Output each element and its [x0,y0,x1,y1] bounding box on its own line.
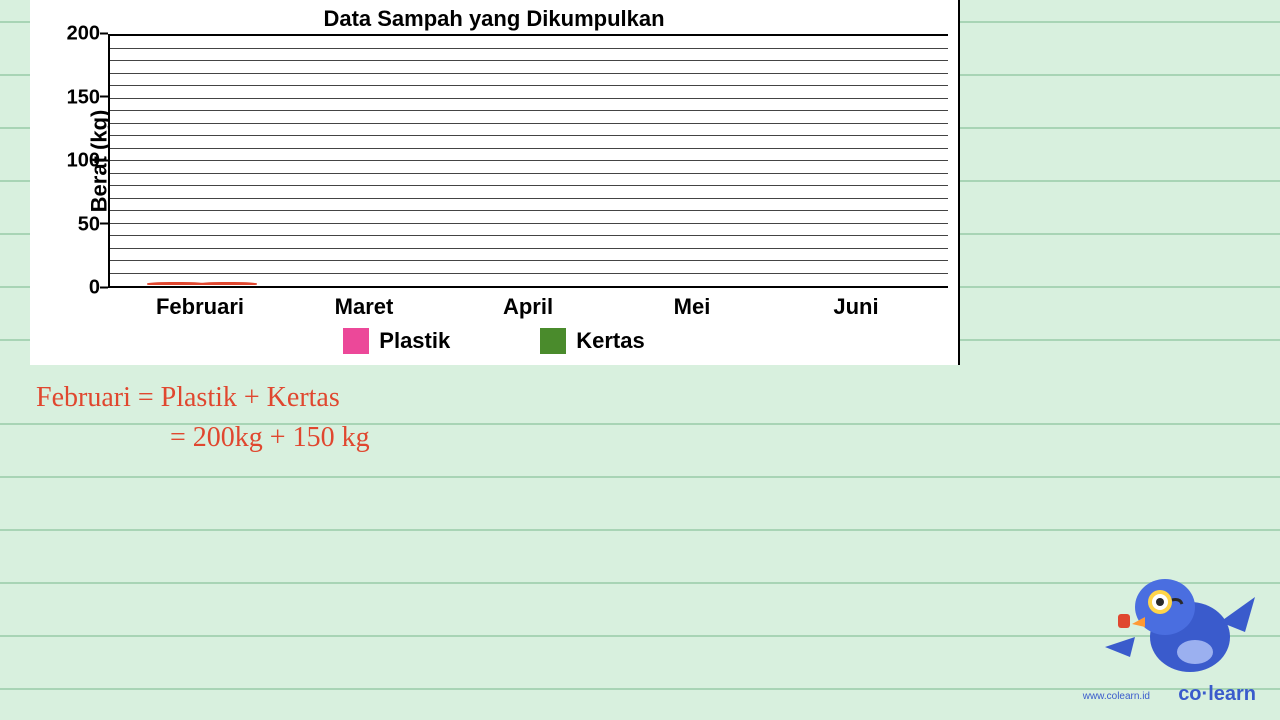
legend-item: Plastik [343,328,450,354]
legend-label: Kertas [576,328,644,354]
x-axis-labels: FebruariMaretAprilMeiJuni [108,288,948,320]
brand-url: www.colearn.id [1083,691,1150,702]
bars-container [110,36,948,286]
legend-swatch [540,328,566,354]
x-axis-label: Februari [118,294,282,320]
x-axis-label: Mei [610,294,774,320]
x-axis-label: Juni [774,294,938,320]
chart-title: Data Sampah yang Dikumpulkan [30,0,958,34]
mascot-bird-icon [1090,552,1260,692]
annotation-underline [147,282,205,286]
handwriting-line: = 200kg + 150 kg [170,418,370,457]
chart-panel: Data Sampah yang Dikumpulkan Berat (kg) … [30,0,960,365]
x-axis-label: April [446,294,610,320]
legend-item: Kertas [540,328,644,354]
x-axis-label: Maret [282,294,446,320]
y-tick-label: 200 [60,23,100,46]
y-tick-label: 100 [60,150,100,173]
y-tick-label: 0 [60,277,100,300]
y-tick-label: 50 [60,213,100,236]
y-tick-label: 150 [60,86,100,109]
brand-logo-text: co·learn [1178,683,1256,706]
handwriting-line: Februari = Plastik + Kertas [36,378,340,417]
legend-swatch [343,328,369,354]
annotation-underline [199,282,257,286]
plot-wrapper: Berat (kg) 050100150200 [108,34,948,288]
legend-label: Plastik [379,328,450,354]
y-ticks: 050100150200 [60,34,100,288]
legend: Plastik Kertas [30,328,958,354]
plot-area [108,34,948,288]
